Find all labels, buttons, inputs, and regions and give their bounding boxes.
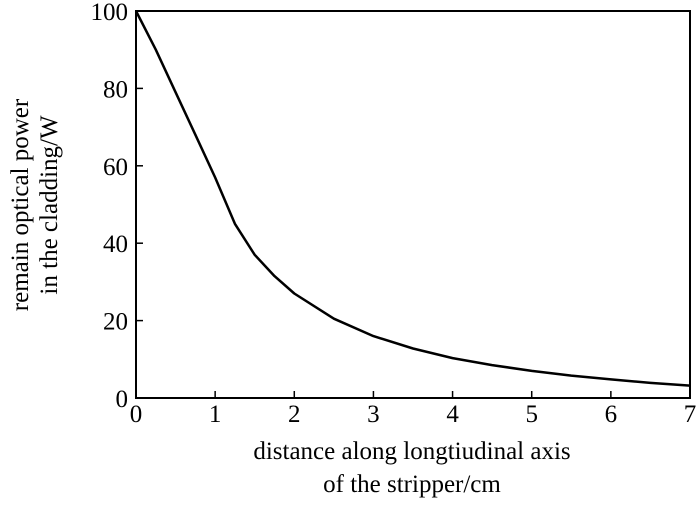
x-tick-label: 0 [130, 401, 143, 428]
y-tick-label: 80 [103, 76, 128, 103]
plot-frame [135, 10, 691, 399]
x-tick-label: 7 [684, 401, 697, 428]
x-tick-label: 1 [209, 401, 222, 428]
x-tick-label: 5 [525, 401, 538, 428]
x-tick-label: 4 [446, 401, 459, 428]
x-axis-ticks: 0 1 2 3 4 5 6 7 [130, 391, 697, 428]
x-tick-label: 6 [605, 401, 618, 428]
y-axis-label-line2: in the cladding/W [36, 115, 63, 295]
y-tick-label: 0 [116, 386, 129, 413]
x-tick-label: 3 [367, 401, 380, 428]
x-tick-label: 2 [288, 401, 301, 428]
series-line [134, 10, 691, 387]
y-tick-label: 60 [103, 154, 128, 181]
y-axis-label-line1: remain optical power [7, 98, 34, 311]
x-axis-label-line2: of the stripper/cm [323, 471, 501, 498]
y-axis-ticks: 0 20 40 60 80 100 [91, 0, 143, 413]
x-axis-label-line1: distance along longtiudinal axis [253, 438, 570, 465]
series-layer [134, 10, 691, 387]
y-tick-label: 100 [91, 0, 129, 26]
y-tick-label: 40 [103, 231, 128, 258]
y-tick-label: 20 [103, 309, 128, 336]
